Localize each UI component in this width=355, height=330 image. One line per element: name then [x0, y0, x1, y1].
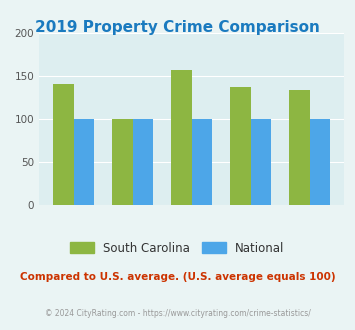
Legend: South Carolina, National: South Carolina, National	[66, 237, 289, 259]
Bar	[310, 119, 331, 205]
Bar	[133, 119, 153, 205]
Text: © 2024 CityRating.com - https://www.cityrating.com/crime-statistics/: © 2024 CityRating.com - https://www.city…	[45, 309, 310, 318]
Bar	[289, 90, 310, 205]
Text: Compared to U.S. average. (U.S. average equals 100): Compared to U.S. average. (U.S. average …	[20, 272, 335, 282]
Bar	[73, 119, 94, 205]
Bar	[171, 70, 192, 205]
Bar	[192, 119, 212, 205]
Bar	[230, 87, 251, 205]
Bar	[112, 119, 133, 205]
Text: 2019 Property Crime Comparison: 2019 Property Crime Comparison	[35, 20, 320, 35]
Bar	[53, 84, 73, 205]
Bar	[251, 119, 272, 205]
